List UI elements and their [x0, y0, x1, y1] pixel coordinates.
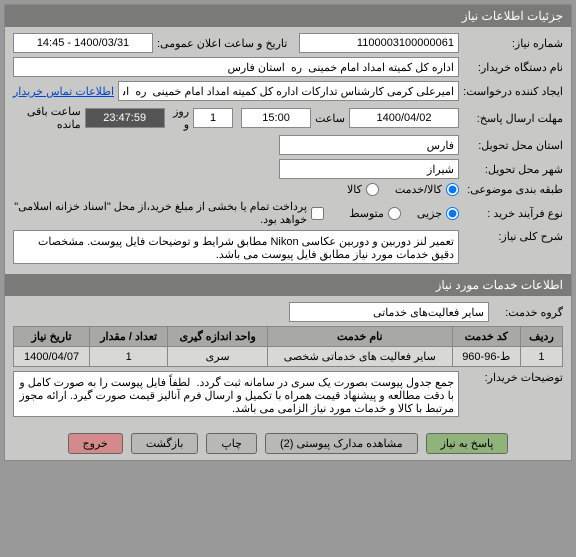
td-name: سایر فعالیت های خدماتی شخصی	[268, 347, 453, 367]
radio-goods-service[interactable]: کالا/خدمت	[395, 183, 459, 196]
days-left-input[interactable]	[193, 108, 233, 128]
time-left-input[interactable]	[85, 108, 165, 128]
label-service-group: گروه خدمت:	[493, 306, 563, 319]
main-section-header: جزئیات اطلاعات نیاز	[5, 5, 571, 27]
label-proc: نوع فرآیند خرید :	[463, 207, 563, 220]
announce-datetime-input[interactable]	[13, 33, 153, 53]
partial-pay-checkbox[interactable]	[311, 207, 324, 220]
radio-medium[interactable]: متوسط	[349, 207, 401, 220]
deadline-time-input[interactable]	[241, 108, 311, 128]
respond-button[interactable]: پاسخ به نیاز	[426, 433, 509, 454]
description-textarea[interactable]	[13, 230, 459, 264]
td-row: 1	[520, 347, 562, 367]
exit-button[interactable]: خروج	[68, 433, 123, 454]
buyer-contact-link[interactable]: اطلاعات تماس خریدار	[13, 85, 114, 98]
label-province: استان محل تحویل:	[463, 139, 563, 152]
label-hour: ساعت	[315, 112, 345, 125]
radio-medium-input[interactable]	[388, 207, 401, 220]
th-name: نام خدمت	[268, 327, 453, 347]
services-table: ردیف کد خدمت نام خدمت واحد اندازه گیری ت…	[13, 326, 563, 367]
form-area-services: گروه خدمت: ردیف کد خدمت نام خدمت واحد ان…	[5, 296, 571, 427]
radio-partial-input[interactable]	[446, 207, 459, 220]
radio-goods[interactable]: کالا	[347, 183, 379, 196]
label-buyer-notes: توضیحات خریدار:	[463, 371, 563, 384]
th-date: تاریخ نیاز	[14, 327, 90, 347]
proc-radio-group: جزیی متوسط	[349, 207, 459, 220]
label-day-and: روز و	[169, 105, 189, 131]
partial-pay-label: پرداخت تمام یا بخشی از مبلغ خرید،از محل …	[13, 200, 307, 226]
label-need-no: شماره نیاز:	[463, 37, 563, 50]
main-panel: جزئیات اطلاعات نیاز شماره نیاز: تاریخ و …	[4, 4, 572, 461]
td-code: ط-96-960	[452, 347, 520, 367]
label-topic: طبقه بندی موضوعی:	[463, 183, 563, 196]
radio-goods-service-label: کالا/خدمت	[395, 183, 442, 196]
td-unit: سری	[168, 347, 268, 367]
label-deadline: مهلت ارسال پاسخ:	[463, 112, 563, 125]
print-button[interactable]: چاپ	[206, 433, 257, 454]
need-number-input[interactable]	[299, 33, 459, 53]
radio-partial[interactable]: جزیی	[417, 207, 459, 220]
creator-input[interactable]	[118, 81, 459, 101]
label-city: شهر محل تحویل:	[463, 163, 563, 176]
province-input[interactable]	[279, 135, 459, 155]
radio-goods-input[interactable]	[366, 183, 379, 196]
topic-radio-group: کالا/خدمت کالا	[347, 183, 459, 196]
attachments-button[interactable]: مشاهده مدارک پیوستی (2)	[265, 433, 418, 454]
city-input[interactable]	[279, 159, 459, 179]
label-hours-left: ساعت باقی مانده	[13, 105, 81, 131]
th-code: کد خدمت	[452, 327, 520, 347]
table-row[interactable]: 1 ط-96-960 سایر فعالیت های خدماتی شخصی س…	[14, 347, 563, 367]
button-bar: پاسخ به نیاز مشاهده مدارک پیوستی (2) چاپ…	[5, 427, 571, 460]
th-unit: واحد اندازه گیری	[168, 327, 268, 347]
label-creator: ایجاد کننده درخواست:	[463, 85, 563, 98]
radio-medium-label: متوسط	[349, 207, 384, 220]
label-buyer-org: نام دستگاه خریدار:	[463, 61, 563, 74]
back-button[interactable]: بازگشت	[131, 433, 199, 454]
radio-goods-service-input[interactable]	[446, 183, 459, 196]
service-group-input[interactable]	[289, 302, 489, 322]
th-qty: تعداد / مقدار	[90, 327, 168, 347]
partial-pay-check[interactable]: پرداخت تمام یا بخشی از مبلغ خرید،از محل …	[13, 200, 324, 226]
buyer-org-input[interactable]	[13, 57, 459, 77]
radio-partial-label: جزیی	[417, 207, 442, 220]
services-section-header: اطلاعات خدمات مورد نیاز	[5, 274, 571, 296]
th-row: ردیف	[520, 327, 562, 347]
label-desc: شرح کلی نیاز:	[463, 230, 563, 243]
td-date: 1400/04/07	[14, 347, 90, 367]
td-qty: 1	[90, 347, 168, 367]
radio-goods-label: کالا	[347, 183, 362, 196]
buyer-notes-textarea[interactable]	[13, 371, 459, 417]
table-header-row: ردیف کد خدمت نام خدمت واحد اندازه گیری ت…	[14, 327, 563, 347]
deadline-date-input[interactable]	[349, 108, 459, 128]
label-announce-dt: تاریخ و ساعت اعلان عمومی:	[157, 37, 287, 50]
form-area-main: شماره نیاز: تاریخ و ساعت اعلان عمومی: نا…	[5, 27, 571, 274]
